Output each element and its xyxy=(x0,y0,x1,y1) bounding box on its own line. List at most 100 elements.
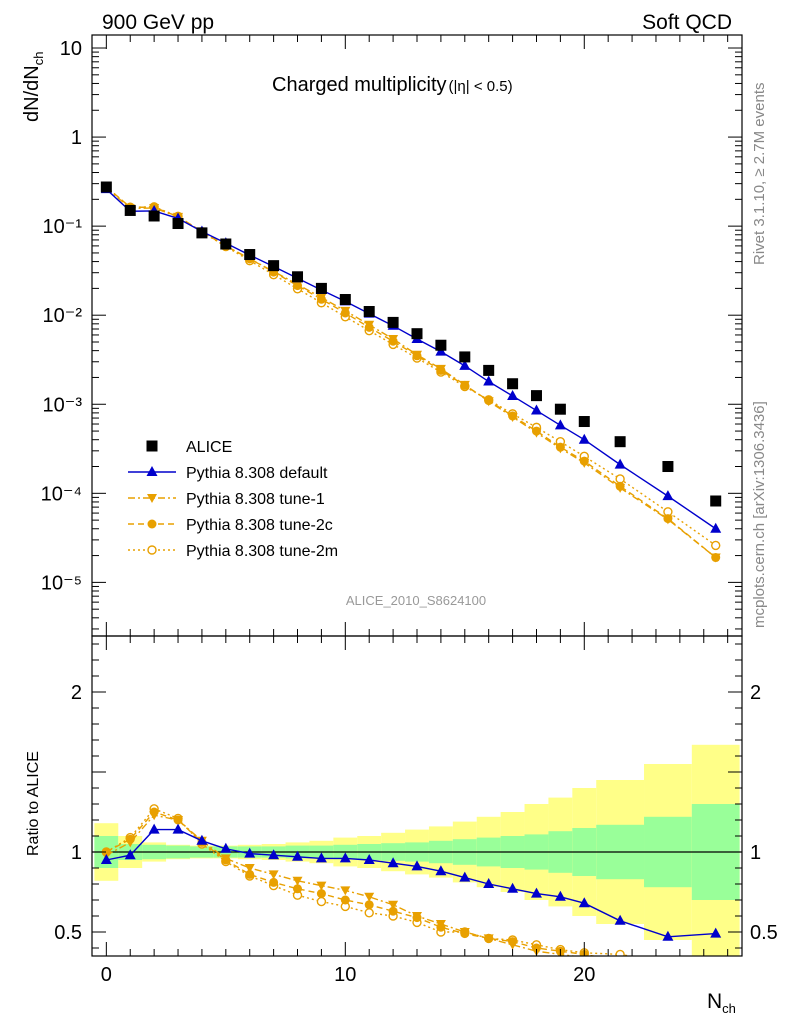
data-point-tune-1 xyxy=(364,320,375,330)
ratio-point-tune-1 xyxy=(711,971,721,980)
ratio-point-default xyxy=(268,849,280,860)
data-point-tune-1 xyxy=(507,412,518,422)
main-plot-area xyxy=(100,181,722,563)
legend-label-alice: ALICE xyxy=(186,439,232,456)
ratio-point-tune-2c xyxy=(316,889,326,899)
data-point-tune-2m xyxy=(615,474,625,484)
data-point-tune-1 xyxy=(435,364,446,374)
data-point-default xyxy=(507,389,519,400)
legend-marker-tune-2c xyxy=(147,519,157,529)
ratio-point-default xyxy=(554,890,566,901)
data-point-alice xyxy=(411,328,423,340)
ratio-point-default xyxy=(148,823,160,834)
data-point-alice xyxy=(244,249,256,261)
data-point-alice xyxy=(662,461,674,473)
ratio-point-tune-1 xyxy=(220,854,231,864)
data-point-default xyxy=(614,458,626,469)
ratio-point-tune-1 xyxy=(435,920,446,929)
data-point-alice xyxy=(554,403,566,415)
ratio-point-default xyxy=(411,860,423,871)
ratio-point-tune-1 xyxy=(292,876,303,886)
rivet-version-label: Rivet 3.1.10, ≥ 2.7M events xyxy=(751,83,768,266)
ratio-point-tune-2c xyxy=(245,869,255,879)
data-point-tune-1 xyxy=(662,515,673,525)
ratio-point-tune-1 xyxy=(459,928,470,937)
data-point-tune-1 xyxy=(459,380,470,390)
data-point-default xyxy=(554,419,566,430)
y-tick-label-main: 10⁻⁵ xyxy=(41,572,82,594)
ratio-point-default xyxy=(292,850,304,861)
data-point-default xyxy=(578,433,590,444)
ratio-point-default xyxy=(435,865,447,876)
ratio-point-default xyxy=(459,871,471,882)
ratio-point-tune-2m xyxy=(364,908,374,918)
ratio-point-default xyxy=(614,914,626,925)
ratio-point-tune-2c xyxy=(293,884,303,894)
legend-entry-tune-2c: Pythia 8.308 tune-2c xyxy=(128,517,333,534)
x-tick-label: 20 xyxy=(573,964,595,986)
ratio-line-tune-1 xyxy=(106,814,578,956)
data-point-alice xyxy=(578,416,590,428)
ratio-point-tune-2c xyxy=(340,895,350,905)
ratio-point-default xyxy=(124,849,136,860)
legend-label-tune-1: Pythia 8.308 tune-1 xyxy=(186,491,325,508)
y-axis-label-main: dN/dNch xyxy=(21,52,46,122)
ratio-point-tune-1 xyxy=(663,966,673,975)
ratio-point-default xyxy=(387,857,399,868)
data-point-tune-1 xyxy=(555,444,566,454)
ratio-point-tune-1 xyxy=(173,816,184,825)
data-point-default xyxy=(662,490,674,501)
x-tick-label: 0 xyxy=(101,964,112,986)
data-point-alice xyxy=(124,204,136,216)
legend-marker-alice xyxy=(146,440,158,452)
ratio-point-tune-2m xyxy=(615,949,625,956)
header-right: Soft QCD xyxy=(642,11,732,34)
data-point-alice xyxy=(268,260,280,272)
data-point-tune-1 xyxy=(292,280,303,290)
y-tick-label-main: 10⁻⁴ xyxy=(41,483,82,505)
data-point-tune-1 xyxy=(388,335,399,345)
data-point-default xyxy=(459,359,471,370)
y-tick-label-ratio: 2 xyxy=(71,682,82,704)
data-point-alice xyxy=(614,436,626,448)
ratio-point-tune-1 xyxy=(125,838,136,848)
legend: ALICE Pythia 8.308 default Pythia 8.308 tu… xyxy=(128,439,338,560)
data-point-default xyxy=(710,522,722,533)
y-tick-label-ratio-right: 2 xyxy=(750,682,761,704)
ratio-point-tune-2c xyxy=(388,906,398,916)
y-tick-label-ratio: 0.5 xyxy=(54,922,82,944)
data-point-tune-2m xyxy=(711,540,721,551)
legend-marker-tune-1 xyxy=(147,494,157,503)
data-point-alice xyxy=(363,306,375,318)
ratio-point-default xyxy=(244,847,256,858)
legend-entry-tune-1: Pythia 8.308 tune-1 xyxy=(128,491,325,508)
ratio-point-tune-1 xyxy=(316,881,327,891)
ratio-point-default xyxy=(483,878,495,888)
ratio-point-default xyxy=(315,852,327,863)
y-axis-label-ratio: Ratio to ALICE xyxy=(25,751,42,856)
data-point-default xyxy=(483,375,495,386)
data-point-alice xyxy=(530,390,542,402)
data-point-alice xyxy=(435,339,447,351)
data-point-tune-1 xyxy=(483,397,494,407)
data-point-alice xyxy=(220,238,232,250)
ratio-point-tune-1 xyxy=(340,886,351,896)
data-point-alice xyxy=(339,294,351,306)
data-point-default xyxy=(530,404,542,415)
y-tick-label-ratio-right: 0.5 xyxy=(750,922,778,944)
ratio-point-tune-1 xyxy=(507,940,518,950)
legend-entry-default: Pythia 8.308 default xyxy=(128,465,328,482)
ratio-point-default xyxy=(220,842,232,853)
y-tick-label-main: 1 xyxy=(71,127,82,149)
data-point-alice xyxy=(483,364,495,376)
legend-entry-alice: ALICE xyxy=(146,439,232,456)
analysis-watermark: ALICE_2010_S8624100 xyxy=(346,593,486,608)
ratio-line-tune-2m xyxy=(105,807,634,956)
data-point-alice xyxy=(315,282,327,294)
ratio-point-tune-2m xyxy=(664,958,672,966)
ratio-point-tune-1 xyxy=(268,870,279,880)
data-point-alice xyxy=(172,218,184,230)
data-point-alice xyxy=(148,210,160,222)
ratio-point-tune-1 xyxy=(412,912,422,921)
